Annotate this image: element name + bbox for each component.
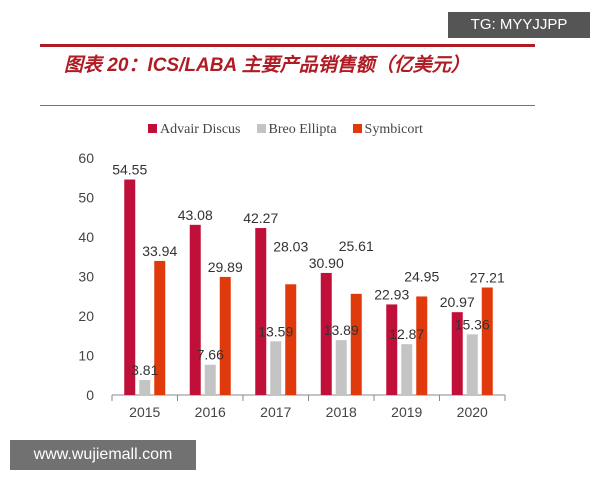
y-tick-label: 60: [78, 150, 94, 166]
data-label: 54.55: [112, 162, 147, 178]
bar-advair-discus: [386, 304, 398, 395]
data-label: 25.61: [339, 238, 374, 254]
x-tick-label: 2017: [260, 404, 291, 420]
data-label: 43.08: [178, 207, 213, 223]
legend-swatch: [256, 124, 266, 133]
subtitle-rule: [40, 105, 535, 106]
bar-advair-discus: [451, 312, 463, 395]
data-label: 28.03: [273, 238, 308, 254]
bar-advair-discus: [255, 228, 267, 395]
legend-item-breo: Breo Ellipta: [256, 122, 337, 138]
x-tick-label: 2018: [326, 404, 357, 420]
y-tick-label: 50: [78, 190, 94, 206]
data-label: 29.89: [208, 259, 243, 275]
data-label: 13.59: [258, 323, 293, 339]
legend-swatch: [352, 124, 362, 133]
bar-breo-ellipta: [270, 341, 282, 395]
bar-breo-ellipta: [466, 334, 478, 395]
bar-advair-discus: [320, 272, 332, 395]
bar-breo-ellipta: [401, 344, 413, 395]
data-label: 20.97: [440, 294, 475, 310]
y-tick-label: 20: [78, 308, 94, 324]
bar-symbicort: [219, 276, 231, 395]
data-label: 12.87: [389, 326, 424, 342]
y-tick-label: 40: [78, 229, 94, 245]
data-label: 22.93: [374, 286, 409, 302]
legend-swatch: [148, 124, 157, 133]
legend: Advair Discus Breo Ellipta Symbicort: [148, 122, 423, 138]
watermark-top: TG: MYYJJPP: [448, 12, 590, 38]
y-tick-label: 10: [78, 348, 94, 364]
bar-symbicort: [285, 284, 297, 395]
x-tick-label: 2016: [195, 404, 226, 420]
data-label: 33.94: [142, 243, 177, 259]
legend-item-symbicort: Symbicort: [352, 122, 423, 138]
data-label: 15.36: [455, 316, 490, 332]
data-label: 27.21: [470, 270, 505, 286]
x-tick-label: 2019: [391, 404, 422, 420]
y-tick-label: 30: [78, 269, 94, 285]
x-tick-label: 2020: [457, 404, 488, 420]
bar-symbicort: [154, 260, 166, 395]
data-label: 42.27: [243, 210, 278, 226]
bar-symbicort: [350, 293, 362, 395]
chart-title: 图表 20：ICS/LABA 主要产品销售额（亿美元）: [64, 55, 470, 76]
x-tick-label: 2015: [129, 404, 160, 420]
data-label: 3.81: [131, 362, 158, 378]
watermark-bottom: www.wujiemall.com: [10, 440, 196, 470]
data-label: 30.90: [309, 255, 344, 271]
bar-breo-ellipta: [139, 379, 151, 395]
bar-symbicort: [481, 287, 493, 395]
bar-breo-ellipta: [335, 340, 347, 395]
bar-advair-discus: [124, 179, 136, 395]
data-label: 13.89: [324, 322, 359, 338]
data-label: 24.95: [404, 268, 439, 284]
bar-advair-discus: [189, 224, 201, 395]
bar-symbicort: [416, 296, 428, 395]
bar-breo-ellipta: [204, 364, 216, 395]
legend-item-advair: Advair Discus: [148, 122, 241, 138]
y-tick-label: 0: [86, 387, 94, 403]
title-rule: [40, 44, 535, 47]
data-label: 7.66: [197, 347, 224, 363]
